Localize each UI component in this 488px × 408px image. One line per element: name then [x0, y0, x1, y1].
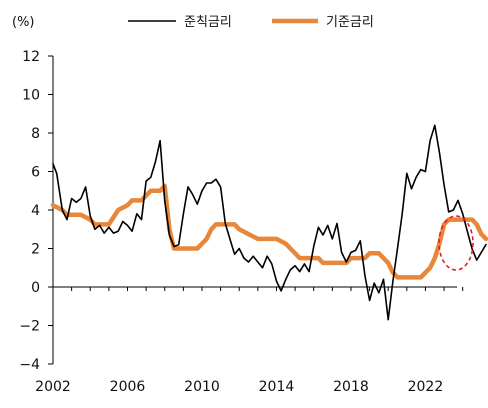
x-tick-label: 2006 [110, 379, 146, 395]
y-tick-label: 12 [22, 49, 40, 65]
highlight-circle [438, 215, 474, 271]
x-tick-label: 2022 [408, 379, 444, 395]
y-tick-label: −4 [19, 357, 40, 373]
legend: 준칙금리 기준금리 [128, 15, 374, 30]
y-tick-label: 2 [31, 242, 40, 258]
axes: −4 −2 0 2 4 6 8 10 12 2002 2006 2010 2014 2018 2022 [19, 49, 464, 395]
y-tick-label: 0 [31, 280, 40, 296]
y-tick-label: 4 [31, 203, 40, 219]
legend-label-rule-rate: 준칙금리 [184, 15, 232, 30]
x-tick-label: 2014 [259, 379, 295, 395]
x-tick-label: 2018 [333, 379, 369, 395]
series-line-rule-rate [52, 124, 487, 321]
x-tick-label: 2002 [35, 379, 71, 395]
y-tick-label: 8 [31, 126, 40, 142]
x-tick-label: 2010 [184, 379, 220, 395]
y-unit-label: (%) [12, 15, 35, 30]
y-tick-label: 6 [31, 165, 40, 181]
y-tick-label: −2 [19, 319, 40, 335]
series-layer [50, 124, 488, 321]
series-line-base-rate [50, 183, 488, 280]
y-tick-label: 10 [22, 88, 40, 104]
legend-label-base-rate: 기준금리 [326, 15, 374, 30]
